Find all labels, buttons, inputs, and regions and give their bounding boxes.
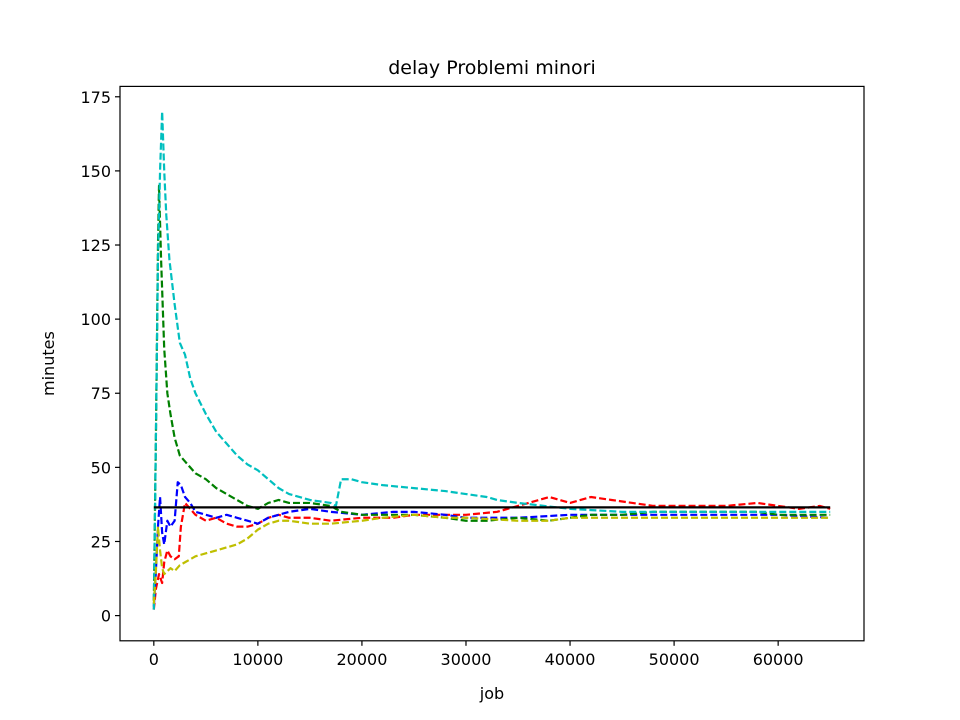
series-line-2	[152, 481, 831, 607]
y-tick-label: 25	[91, 532, 111, 551]
y-axis-label: minutes	[39, 331, 58, 396]
axes-frame	[119, 85, 865, 642]
x-tick-label: 40000	[545, 650, 596, 669]
x-tick-label: 50000	[649, 650, 700, 669]
x-tick-label: 60000	[753, 650, 804, 669]
x-tick-label: 10000	[232, 650, 283, 669]
y-tick-label: 75	[91, 384, 111, 403]
y-axis: 0 25 50 75 100 125 150 175	[80, 88, 120, 626]
chart-title: delay Problemi minori	[388, 57, 596, 79]
y-tick-label: 125	[80, 236, 111, 255]
series-line-4	[152, 110, 831, 610]
y-tick-label: 0	[101, 607, 111, 626]
series-line-3	[152, 184, 831, 601]
x-tick-label: 0	[149, 650, 159, 669]
series-line-1	[152, 495, 831, 610]
y-tick-label: 50	[91, 458, 111, 477]
plot-area	[119, 85, 865, 642]
y-tick-label: 100	[80, 310, 111, 329]
x-tick-label: 20000	[336, 650, 387, 669]
y-tick-label: 175	[80, 88, 111, 107]
y-tick-label: 150	[80, 162, 111, 181]
x-axis: 0 10000 20000 30000 40000 50000 60000	[149, 640, 804, 669]
x-axis-label: job	[479, 684, 504, 703]
series-line-5	[152, 513, 831, 604]
x-tick-label: 30000	[441, 650, 492, 669]
series-layer	[152, 110, 831, 610]
